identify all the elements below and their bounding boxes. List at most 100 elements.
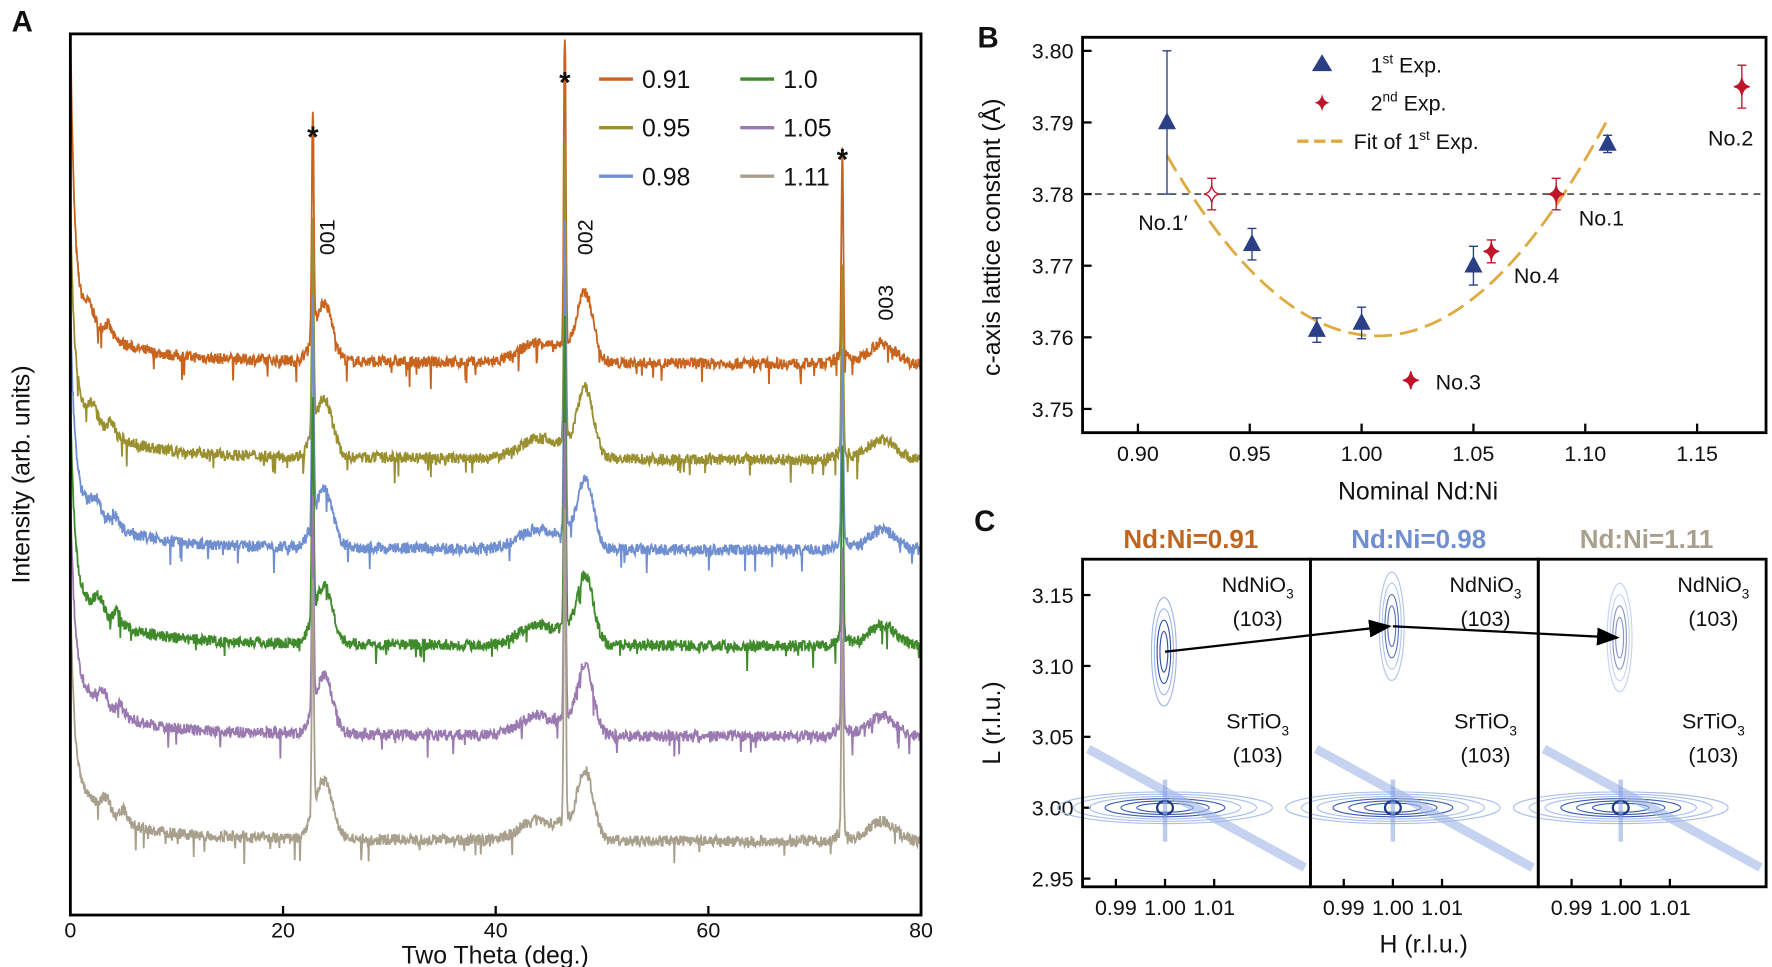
legend-label: 2nd Exp. [1371,90,1447,116]
lattice-y-tick-label: 3.75 [1032,398,1074,422]
rsm-x-tick-label: 1.01 [1193,896,1235,920]
legend-label: 1.05 [783,116,831,143]
legend-label: 0.95 [642,116,690,143]
data-point-1st-exp [1464,255,1483,273]
substrate-peak-marker: * [837,143,849,176]
substrate-label: SrTiO3 [1454,710,1517,739]
rsm-y-tick-label: 3.05 [1032,726,1074,750]
rsm-x-tick-label: 0.99 [1551,896,1593,920]
film-hkl: (103) [1460,607,1510,631]
data-point-1st-exp [1352,312,1371,330]
lattice-y-tick-label: 3.76 [1032,326,1074,350]
substrate-label: SrTiO3 [1226,710,1289,739]
panel-label-c: C [974,505,995,538]
substrate-hkl: (103) [1688,744,1738,768]
data-point-1st-exp [1598,133,1617,151]
rsm-chart: 2.95 3.00 3.05 3.10 3.15 Nd:Ni=0.91 0.99 1.00 1.… [979,524,1768,958]
data-point-2nd-exp [1548,184,1565,204]
legend-item-0.91: 0.91 [599,67,690,94]
film-contour [1150,596,1177,707]
lattice-x-tick-label: 1.10 [1564,442,1606,466]
lattice-x-tick-label: 0.90 [1117,442,1159,466]
sample-label: No.1′ [1138,211,1187,235]
lattice-x-tick-label: 1.05 [1453,442,1495,466]
rsm-x-tick-label: 0.99 [1095,896,1137,920]
film-peak-label-001: 001 [316,219,340,255]
shift-arrow [1392,625,1620,646]
crystal-truncation-streak [1313,745,1535,872]
lattice-legend-fit: Fit of 1st Exp. [1297,128,1479,154]
lattice-x-tick-label: 0.95 [1229,442,1271,466]
legend-label: 1.0 [783,67,818,94]
panel-label-b: B [978,21,999,54]
data-point-2nd-exp [1402,371,1419,390]
sample-label: No.3 [1436,370,1481,394]
rsm-y-tick-label: 2.95 [1032,868,1074,892]
sample-label: No.1 [1579,207,1624,231]
legend-triangle-icon [1311,54,1333,72]
data-point-2nd-exp [1733,77,1750,96]
rsm-map-title: Nd:Ni=0.98 [1351,524,1486,554]
xrd-x-tick-label: 80 [909,919,933,943]
rsm-map-frame [1536,557,1768,889]
lattice-y-tick-label: 3.80 [1032,40,1074,64]
film-label: NdNiO3 [1222,573,1294,602]
sample-label: No.4 [1514,264,1559,288]
film-label: NdNiO3 [1677,573,1749,602]
rsm-x-tick-label: 1.01 [1649,896,1691,920]
substrate-hkl: (103) [1233,744,1283,768]
data-point-1st-exp [1307,319,1326,337]
legend-label: 1.11 [783,164,830,191]
lattice-legend-first: 1st Exp. [1311,51,1442,77]
lattice-x-tick-label: 1.15 [1676,442,1718,466]
rsm-y-tick-label: 3.15 [1032,584,1074,608]
rsm-y-tick-label: 3.10 [1032,655,1074,679]
legend-item-0.95: 0.95 [599,116,690,143]
rsm-x-tick-label: 1.01 [1421,896,1463,920]
data-point-2nd-exp [1203,184,1220,204]
film-hkl: (103) [1233,607,1283,631]
xrd-curve-1.05 [69,422,922,759]
lattice-y-tick-label: 3.77 [1032,255,1074,279]
lattice-y-tick-label: 3.79 [1032,111,1074,135]
legend-item-1.0: 1.0 [740,67,818,94]
xrd-curve-0.95 [69,142,922,484]
xrd-x-tick-label: 60 [696,919,720,943]
rsm-x-tick-label: 1.00 [1144,896,1186,920]
substrate-label: SrTiO3 [1682,710,1745,739]
lattice-y-label: c-axis lattice constant (Å) [976,98,1006,376]
legend-item-1.05: 1.05 [740,116,832,143]
rsm-map-1: Nd:Ni=0.91 [1057,524,1307,872]
xrd-x-tick-label: 40 [484,919,508,943]
lattice-x-tick-label: 1.00 [1341,442,1383,466]
lattice-y-tick-label: 3.78 [1032,183,1074,207]
substrate-peak-marker: * [559,67,571,100]
legend-label: 0.91 [642,67,690,94]
substrate-hkl: (103) [1460,744,1510,768]
lattice-chart: 0.90 0.95 1.00 1.05 1.10 1.15 3.75 3.76 3.77 3.78… [976,35,1768,505]
lattice-plot-frame [1081,35,1768,435]
rsm-map-2: Nd:Ni=0.98 [1285,524,1535,872]
film-hkl: (103) [1688,607,1738,631]
xrd-x-label: Two Theta (deg.) [401,943,588,967]
xrd-curve-1.11 [69,508,922,864]
rsm-x-tick-label: 0.99 [1323,896,1365,920]
film-peak-label-002: 002 [573,219,597,255]
rsm-map-title: Nd:Ni=1.11 [1580,524,1714,554]
panel-label-a: A [12,6,33,39]
legend-item-0.98: 0.98 [599,164,690,191]
rsm-map-title: Nd:Ni=0.91 [1123,524,1258,554]
xrd-chart: 0 20 40 60 80 0.91 1.0 0.95 1.05 0.98 1.11 * * * 001… [9,32,933,967]
xrd-curve-0.91 [69,39,922,390]
data-point-1st-exp [1157,112,1177,130]
xrd-curve-0.98 [69,220,922,574]
data-point-2nd-exp [1483,242,1500,261]
fit-curve [1165,118,1609,338]
crystal-truncation-streak [1086,745,1307,872]
shift-arrow [1164,619,1392,653]
rsm-x-tick-label: 1.00 [1372,896,1414,920]
xrd-x-tick-label: 20 [271,919,295,943]
data-point-1st-exp [1242,234,1262,251]
legend-label: Fit of 1st Exp. [1354,128,1479,154]
